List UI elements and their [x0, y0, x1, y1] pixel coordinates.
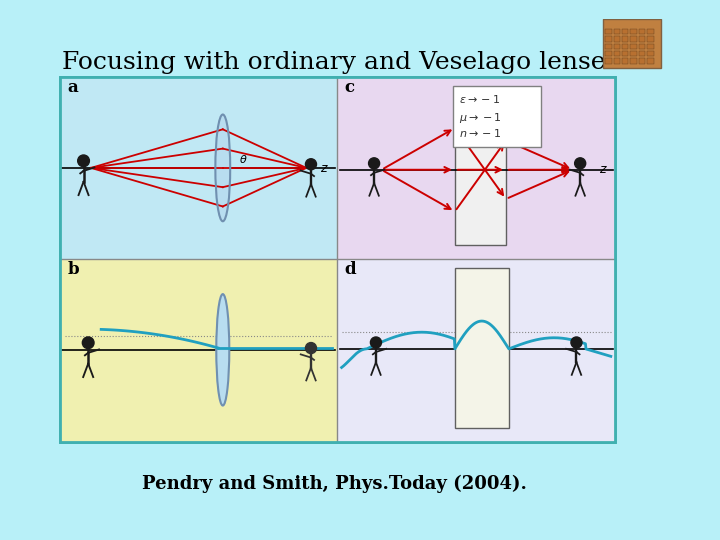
Circle shape [575, 158, 585, 169]
Bar [622, 58, 629, 64]
Ellipse shape [215, 114, 230, 221]
Text: z: z [599, 164, 606, 177]
Text: $\theta$: $\theta$ [240, 153, 248, 165]
Text: Focusing with ordinary and Veselago lenses: Focusing with ordinary and Veselago lens… [62, 51, 618, 75]
Circle shape [571, 337, 582, 348]
Bar [337, 77, 616, 259]
Bar [606, 44, 612, 49]
Bar [455, 268, 509, 428]
Bar [630, 36, 636, 42]
Bar [60, 77, 616, 442]
Bar [60, 259, 337, 442]
Bar [613, 44, 620, 49]
Bar [613, 58, 620, 64]
Bar [337, 259, 616, 442]
Bar [630, 51, 636, 57]
Circle shape [78, 155, 89, 167]
Bar [606, 58, 612, 64]
Bar [613, 51, 620, 57]
Text: Pendry and Smith, Phys.Today (2004).: Pendry and Smith, Phys.Today (2004). [142, 474, 526, 492]
Bar [603, 19, 661, 68]
Bar [647, 58, 654, 64]
Text: d: d [344, 261, 356, 278]
Bar [647, 44, 654, 49]
Bar [613, 29, 620, 34]
Text: $\mu \rightarrow -1$: $\mu \rightarrow -1$ [459, 111, 501, 125]
Circle shape [82, 337, 94, 349]
Bar [453, 86, 541, 146]
Bar [622, 36, 629, 42]
Text: $n \rightarrow -1$: $n \rightarrow -1$ [459, 127, 501, 139]
Bar [606, 29, 612, 34]
Text: a: a [68, 79, 78, 96]
Text: c: c [344, 79, 354, 96]
Bar [647, 29, 654, 34]
Circle shape [305, 159, 317, 170]
Text: $\varepsilon \rightarrow -1$: $\varepsilon \rightarrow -1$ [459, 93, 500, 105]
Circle shape [370, 337, 382, 348]
Bar [60, 77, 616, 442]
Bar [613, 36, 620, 42]
Bar [639, 36, 645, 42]
Bar [622, 44, 629, 49]
Bar [455, 96, 506, 245]
Bar [647, 51, 654, 57]
Bar [622, 51, 629, 57]
Bar [630, 29, 636, 34]
Bar [606, 51, 612, 57]
Bar [622, 29, 629, 34]
Text: b: b [68, 261, 79, 278]
Text: z: z [320, 161, 327, 174]
Bar [630, 58, 636, 64]
Bar [639, 44, 645, 49]
Bar [639, 58, 645, 64]
Bar [60, 77, 337, 259]
Bar [647, 36, 654, 42]
Bar [639, 29, 645, 34]
Circle shape [369, 158, 379, 169]
Bar [630, 44, 636, 49]
Bar [606, 36, 612, 42]
Bar [639, 51, 645, 57]
Circle shape [305, 342, 317, 354]
Ellipse shape [216, 294, 229, 406]
